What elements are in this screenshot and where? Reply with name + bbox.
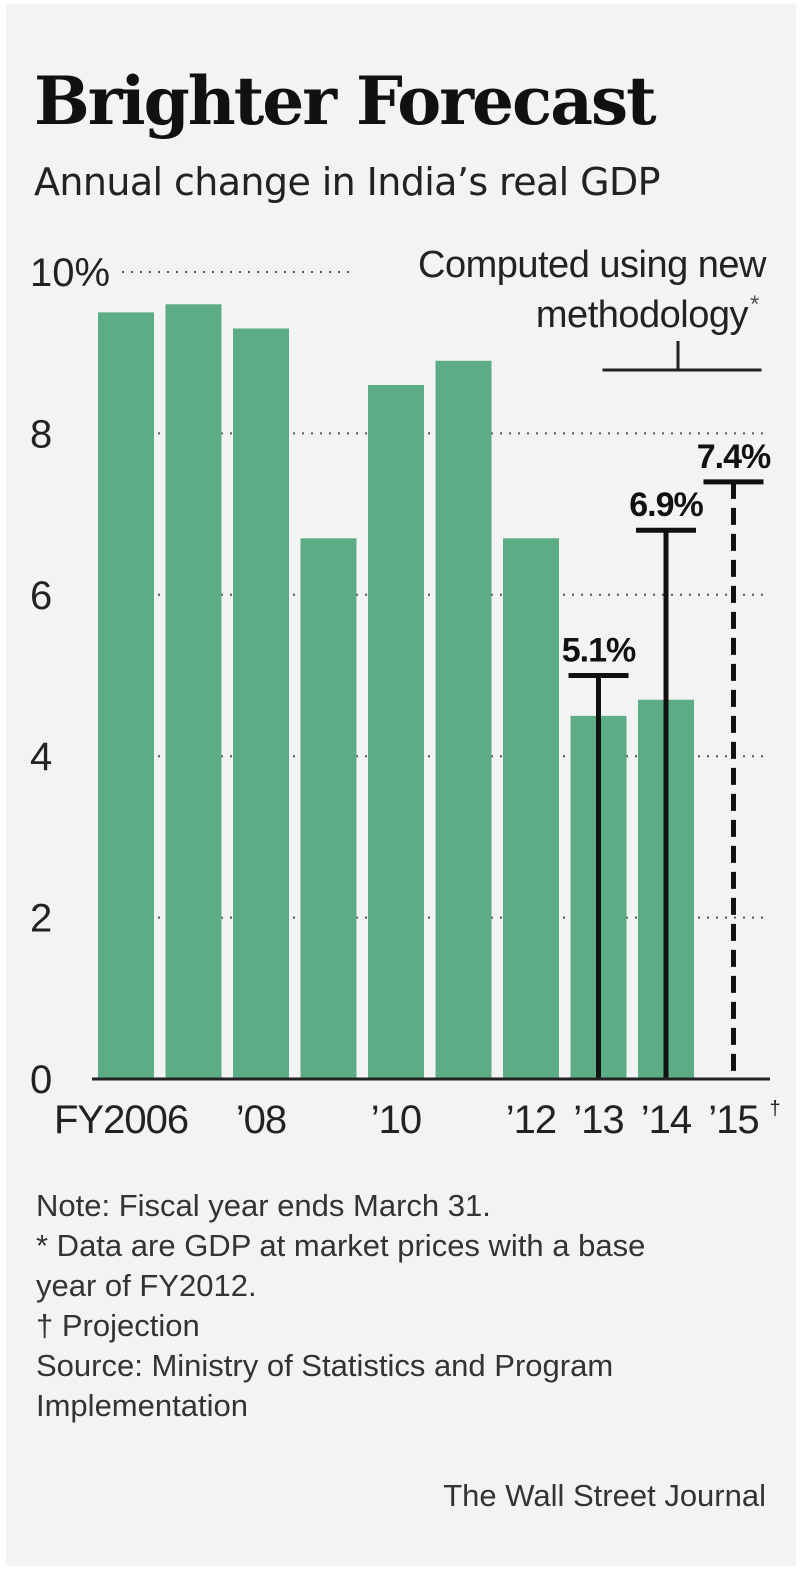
annotation-text: methodology — [536, 294, 749, 336]
y-tick-label: 6 — [30, 574, 52, 618]
y-tick-label: 8 — [30, 412, 52, 456]
x-tick-label: ’15 — [708, 1098, 758, 1142]
projection-dagger: † — [770, 1098, 781, 1120]
bar — [503, 538, 559, 1079]
note-line: Note: Fiscal year ends March 31. — [36, 1188, 491, 1223]
y-tick-label: 4 — [30, 735, 52, 779]
chart-subtitle: Annual change in India’s real GDP — [34, 160, 661, 204]
note-line: † Projection — [36, 1308, 200, 1343]
x-tick-label: ’10 — [371, 1098, 421, 1142]
x-tick-label: ’14 — [641, 1098, 692, 1142]
note-line: * Data are GDP at market prices with a b… — [36, 1228, 646, 1263]
note-line: Implementation — [36, 1388, 248, 1423]
bar — [368, 384, 424, 1080]
value-label: 5.1% — [562, 632, 636, 670]
annotation-text: Computed using new — [418, 244, 767, 286]
value-label: 7.4% — [697, 438, 771, 476]
y-tick-label: 2 — [30, 897, 52, 941]
credit-line: The Wall Street Journal — [443, 1478, 766, 1513]
note-line: year of FY2012. — [36, 1268, 257, 1303]
x-tick-label: ’13 — [573, 1098, 623, 1142]
chart-title: Brighter Forecast — [34, 62, 657, 140]
note-line: Source: Ministry of Statistics and Progr… — [36, 1348, 614, 1383]
bar — [435, 360, 492, 1079]
bar — [233, 328, 289, 1079]
bar — [98, 312, 154, 1080]
chart-notes: Note: Fiscal year ends March 31. * Data … — [36, 1186, 776, 1426]
x-tick-label: ’08 — [236, 1098, 286, 1142]
bar — [300, 538, 357, 1079]
x-tick-label: ’12 — [506, 1098, 556, 1142]
y-tick-label: 0 — [30, 1058, 52, 1102]
annotation-asterisk: * — [750, 291, 759, 318]
value-label: 6.9% — [629, 486, 703, 524]
y-tick-label: 10% — [30, 251, 110, 295]
bar — [165, 304, 222, 1079]
x-tick-label: FY2006 — [54, 1098, 188, 1142]
